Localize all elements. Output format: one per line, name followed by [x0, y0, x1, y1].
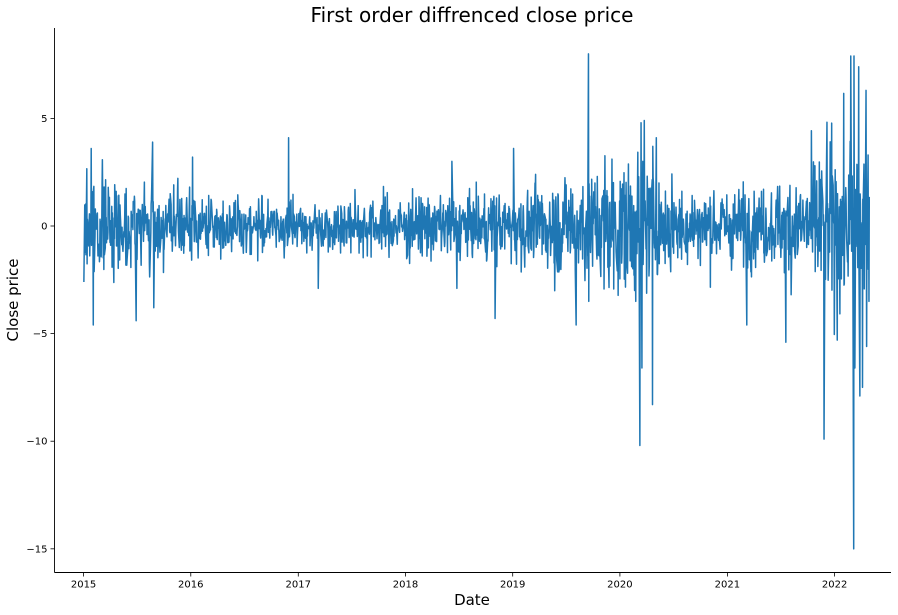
x-ticks: 2015 2016 2017 2018 2019 2020 2021 2022 [71, 572, 847, 591]
y-ticks: 5 0 −5 −10 −15 [26, 114, 55, 555]
x-tick-label: 2018 [393, 580, 418, 591]
x-tick-label: 2016 [178, 580, 203, 591]
x-tick-label: 2022 [822, 580, 847, 591]
y-tick-label: 0 [41, 222, 47, 233]
y-tick-label: 5 [41, 114, 47, 125]
plot-area [83, 53, 871, 550]
chart-title: First order diffrenced close price [311, 3, 634, 27]
series-line [83, 53, 871, 550]
x-tick-label: 2021 [715, 580, 740, 591]
x-tick-label: 2020 [607, 580, 632, 591]
y-axis-label: Close price [4, 259, 22, 342]
x-tick-label: 2015 [71, 580, 96, 591]
x-tick-label: 2019 [500, 580, 525, 591]
y-tick-label: −5 [33, 329, 48, 340]
x-axis-label: Date [454, 591, 490, 609]
y-tick-label: −10 [26, 437, 47, 448]
y-tick-label: −15 [26, 544, 47, 555]
x-tick-label: 2017 [286, 580, 311, 591]
